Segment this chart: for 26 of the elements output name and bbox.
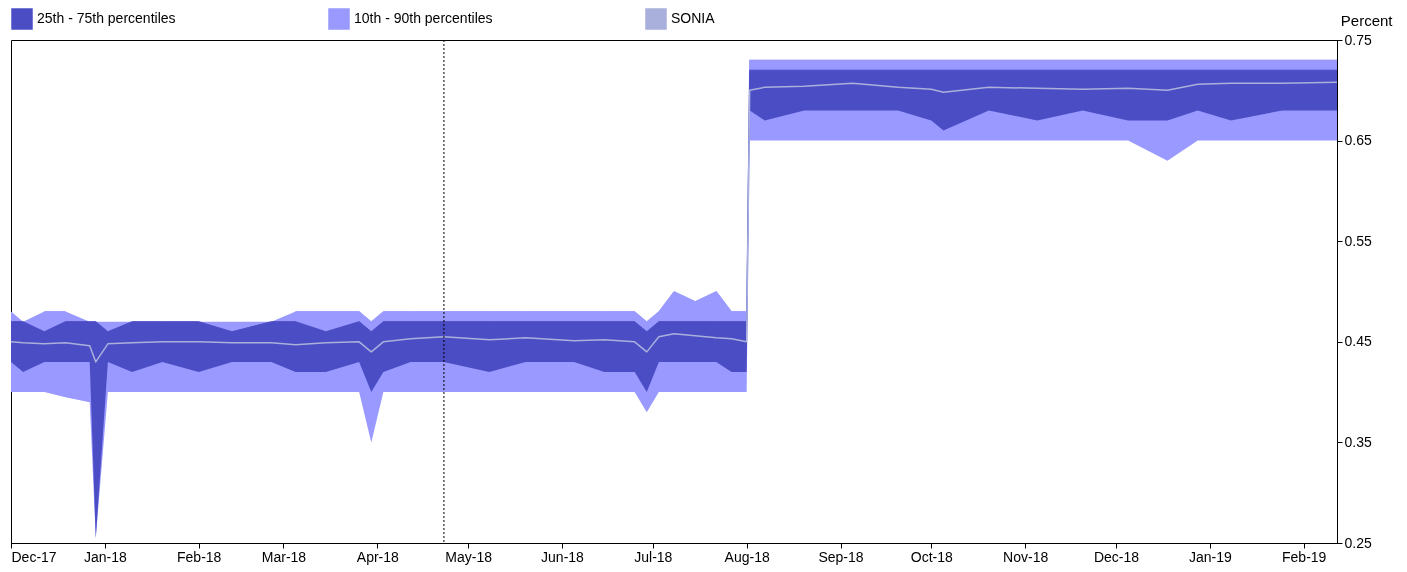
x-tick-label: Jan-18 [83, 548, 127, 565]
y-tick-label: 0.25 [1344, 534, 1372, 551]
y-tick-label: 0.75 [1344, 31, 1372, 48]
x-tick-label: Jan-19 [1188, 548, 1232, 565]
x-tick-label: Feb-18 [177, 548, 222, 565]
legend-label: 25th - 75th percentiles [37, 10, 176, 26]
legend-label: 10th - 90th percentiles [354, 10, 493, 26]
legend-label: SONIA [671, 10, 716, 26]
x-tick-label: Feb-19 [1282, 548, 1327, 565]
y-tick-label: 0.35 [1344, 433, 1372, 450]
x-tick-label: Dec-17 [11, 548, 57, 565]
y-tick-label: 0.55 [1344, 232, 1372, 249]
y-tick-label: 0.65 [1344, 132, 1372, 149]
x-tick-label: Jun-18 [541, 548, 585, 565]
x-tick-label: Sep-18 [818, 548, 864, 565]
x-tick-label: May-18 [445, 548, 493, 565]
x-tick-label: Nov-18 [1003, 548, 1049, 565]
x-tick-label: Jul-18 [634, 548, 673, 565]
line-series [10, 81, 1338, 363]
x-tick-label: Oct-18 [910, 548, 954, 565]
y-tick-label: 0.45 [1344, 333, 1372, 350]
x-tick-label: Aug-18 [724, 548, 770, 565]
x-tick-label: Mar-18 [261, 548, 307, 565]
y-axis-title: Percent [1340, 11, 1394, 29]
x-tick-label: Apr-18 [356, 548, 400, 565]
x-tick-label: Dec-18 [1093, 548, 1140, 565]
